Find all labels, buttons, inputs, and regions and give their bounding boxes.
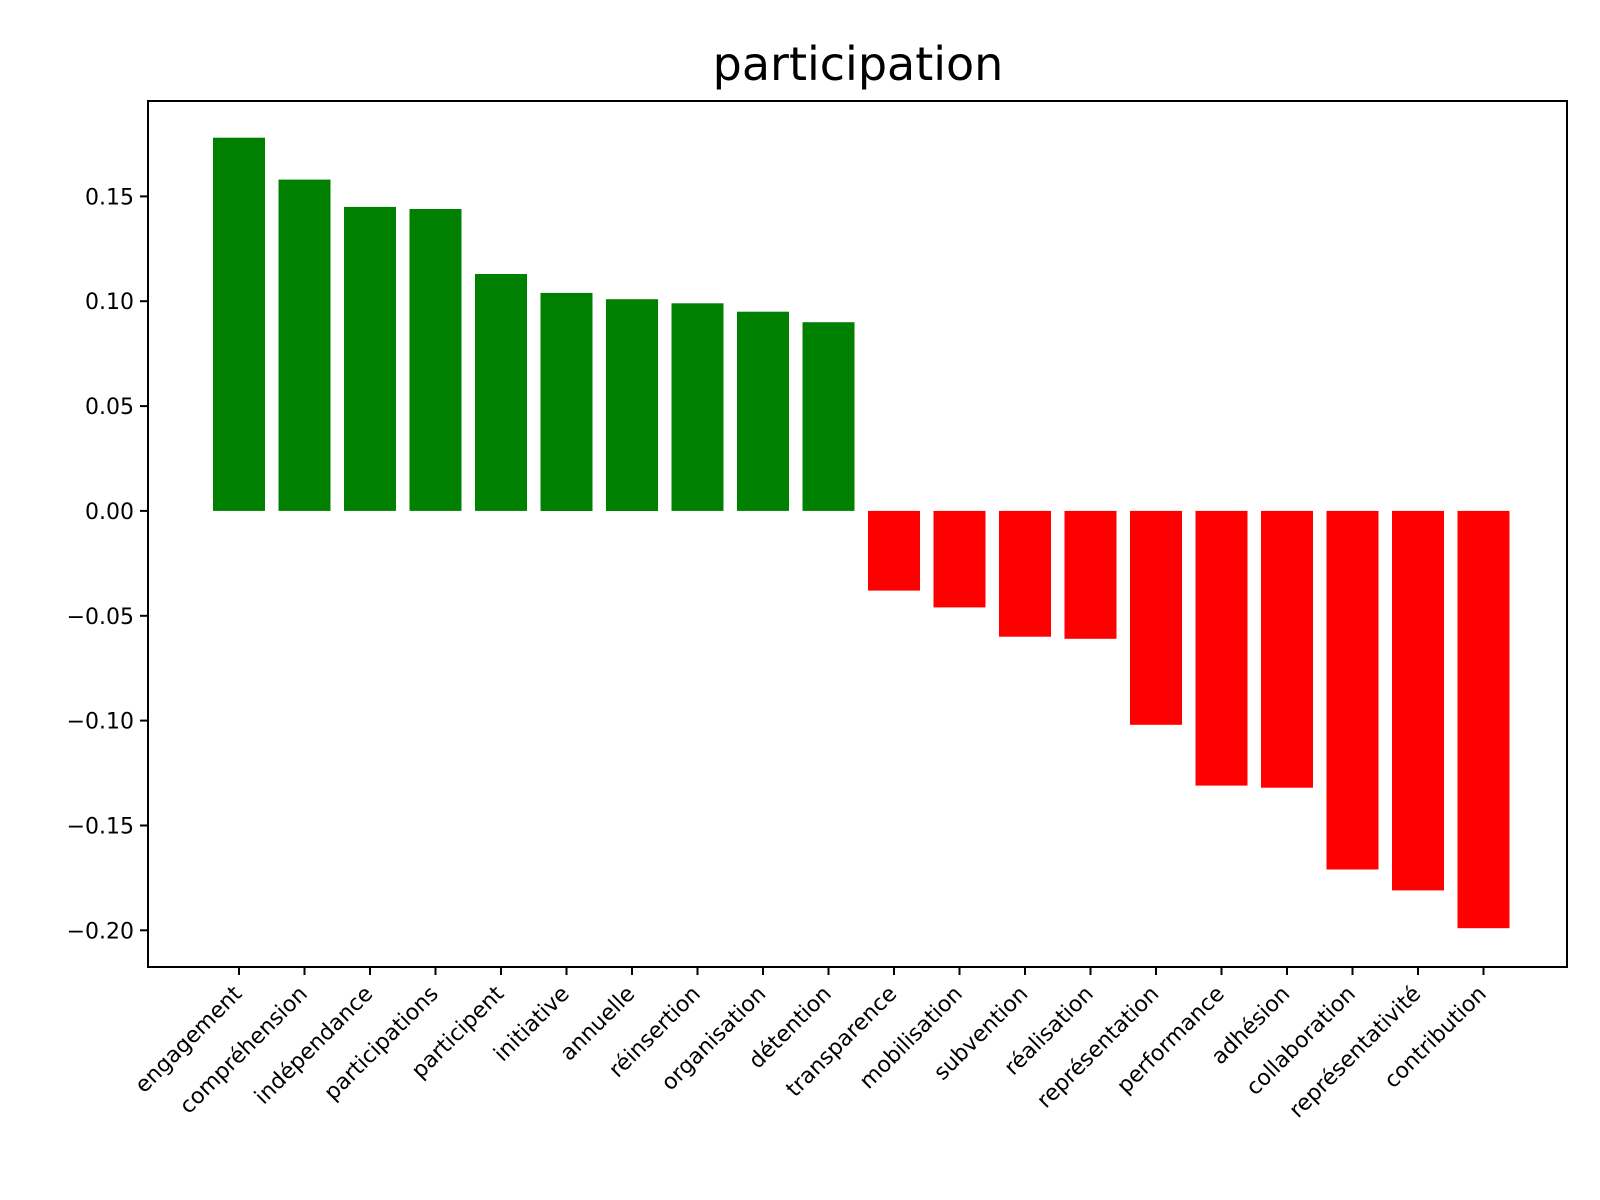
y-tick-label: 0.10: [85, 290, 134, 315]
y-tick-label: 0.05: [85, 395, 134, 420]
bar-mobilisation: [933, 510, 986, 608]
x-axis: engagementcompréhensionindépendanceparti…: [131, 967, 1492, 1123]
x-tick-label: participations: [320, 982, 444, 1106]
bar-transparence: [868, 510, 920, 591]
y-tick-label: −0.10: [67, 710, 134, 735]
bar-performance: [1195, 510, 1248, 786]
y-tick-label: −0.20: [67, 919, 134, 944]
y-tick-label: 0.15: [85, 185, 134, 210]
bar-collaboration: [1326, 510, 1379, 870]
y-axis: −0.20 −0.15 −0.10 −0.05 0.00 0.05 0.10 0.15: [67, 185, 148, 944]
bar-adhésion: [1261, 510, 1313, 788]
bar-initiative: [540, 292, 593, 511]
x-tick-label: représentation: [1032, 982, 1164, 1114]
y-tick-label: 0.00: [85, 500, 134, 525]
bar-détention: [802, 322, 855, 511]
bar-engagement: [213, 137, 265, 511]
bar-participations: [409, 209, 462, 511]
bar-indépendance: [344, 206, 396, 511]
bar-réinsertion: [671, 303, 724, 511]
bar-compréhension: [278, 179, 331, 511]
bar-contribution: [1457, 510, 1510, 929]
axes-frame: [147, 100, 1568, 968]
y-tick-label: −0.15: [67, 815, 134, 840]
bar-annuelle: [606, 299, 658, 511]
bars-group: [213, 137, 1510, 929]
x-tick-label: indépendance: [250, 982, 378, 1110]
bar-participent: [475, 274, 527, 511]
bar-réalisation: [1064, 510, 1117, 639]
y-tick-label: −0.05: [67, 605, 134, 630]
chart-title: participation: [713, 37, 1004, 91]
bar-représentation: [1130, 510, 1182, 725]
bar-subvention: [999, 510, 1051, 637]
bar-représentativité: [1392, 510, 1444, 891]
bar-organisation: [737, 311, 789, 511]
